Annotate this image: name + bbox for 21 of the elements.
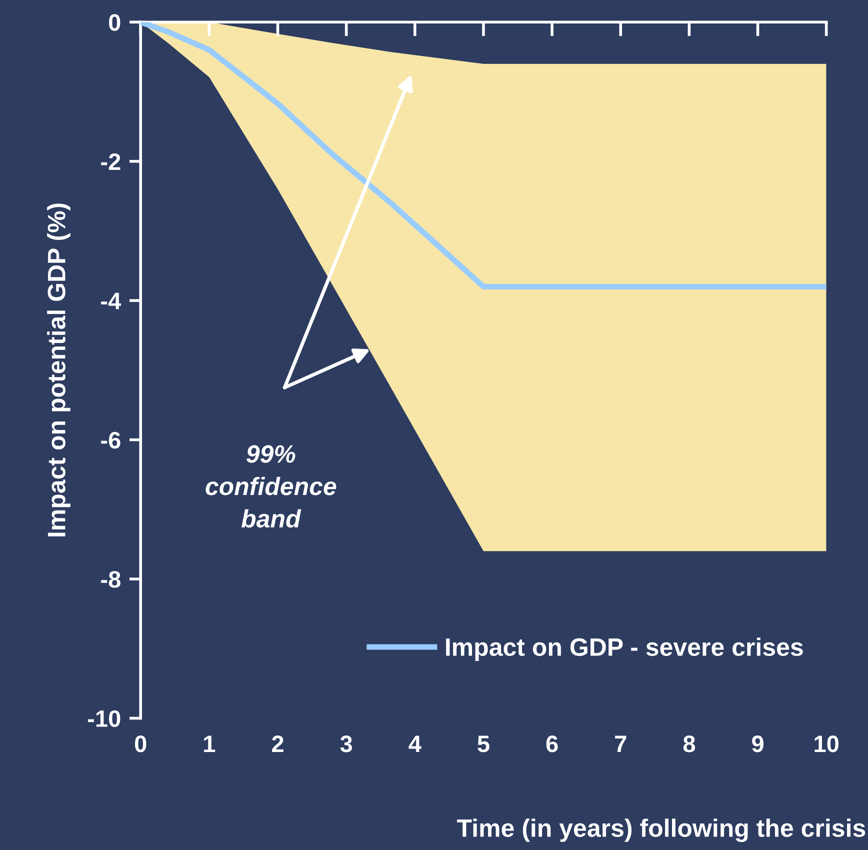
x-tick-label: 2 — [272, 736, 284, 752]
x-tick-label: 4 — [408, 736, 422, 752]
y-tick-label: -8 — [101, 571, 120, 588]
y-tick-label: -10 — [88, 710, 120, 728]
legend-label: Impact on GDP - severe crises — [446, 638, 803, 661]
x-axis-title: Time (in years) following the crisis — [457, 818, 866, 842]
x-tick-label: 0 — [134, 736, 146, 752]
y-tick-label: -2 — [101, 153, 120, 170]
annotation: 99% confidence band — [206, 445, 336, 528]
x-tick-label: 7 — [615, 736, 626, 752]
x-tick-label: 5 — [478, 736, 490, 752]
y-tick-label: -4 — [101, 292, 122, 310]
x-tick-label: 1 — [204, 736, 216, 752]
y-tick-label: -6 — [101, 432, 120, 449]
x-tick-label: 8 — [683, 736, 696, 752]
x-tick-label: 9 — [752, 736, 764, 752]
y-tick-label: 0 — [108, 14, 120, 31]
x-tick-label: 3 — [340, 736, 352, 752]
y-axis-title: Impact on potential GDP (%) — [47, 204, 70, 536]
x-tick-label: 6 — [546, 736, 558, 752]
x-tick-label: 10 — [814, 736, 838, 752]
